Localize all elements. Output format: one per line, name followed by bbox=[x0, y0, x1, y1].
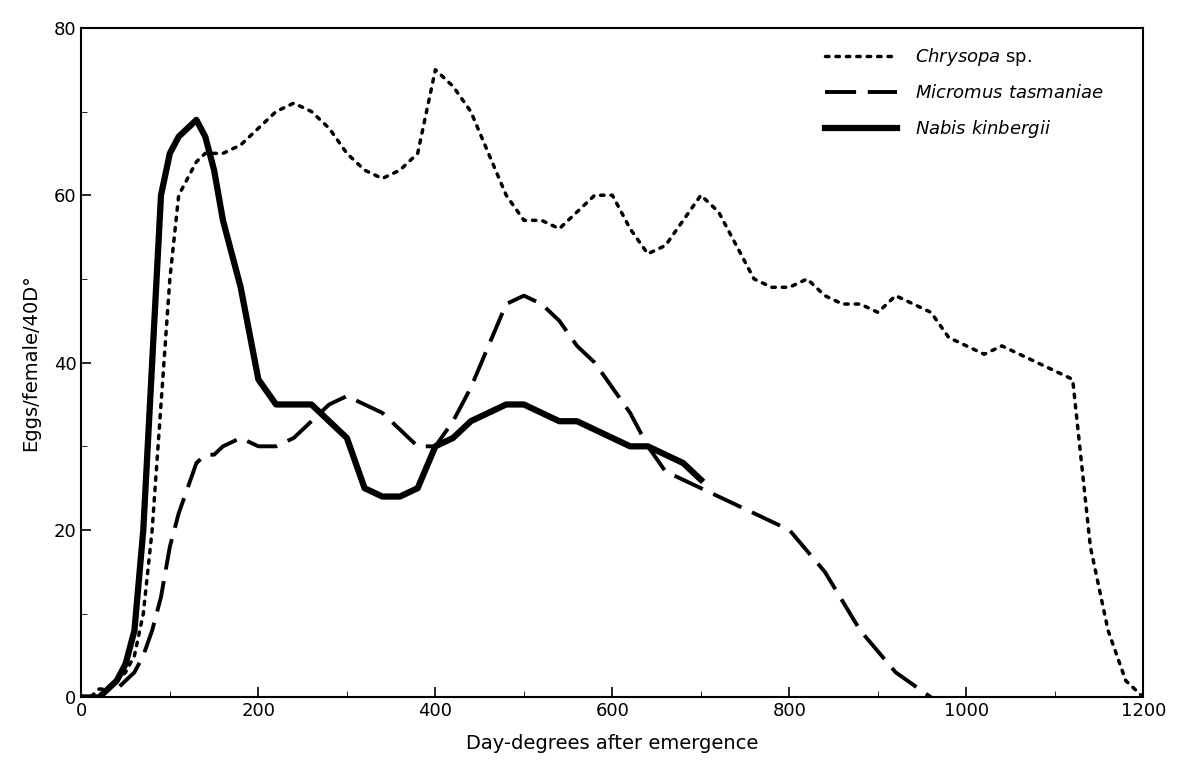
Legend: $\it{Chrysopa}$ sp., $\it{Micromus\ tasmaniae}$, $\it{Nabis\ kinbergii}$: $\it{Chrysopa}$ sp., $\it{Micromus\ tasm… bbox=[817, 37, 1113, 149]
X-axis label: Day-degrees after emergence: Day-degrees after emergence bbox=[466, 735, 758, 753]
Y-axis label: Eggs/female/40D°: Eggs/female/40D° bbox=[21, 274, 40, 451]
